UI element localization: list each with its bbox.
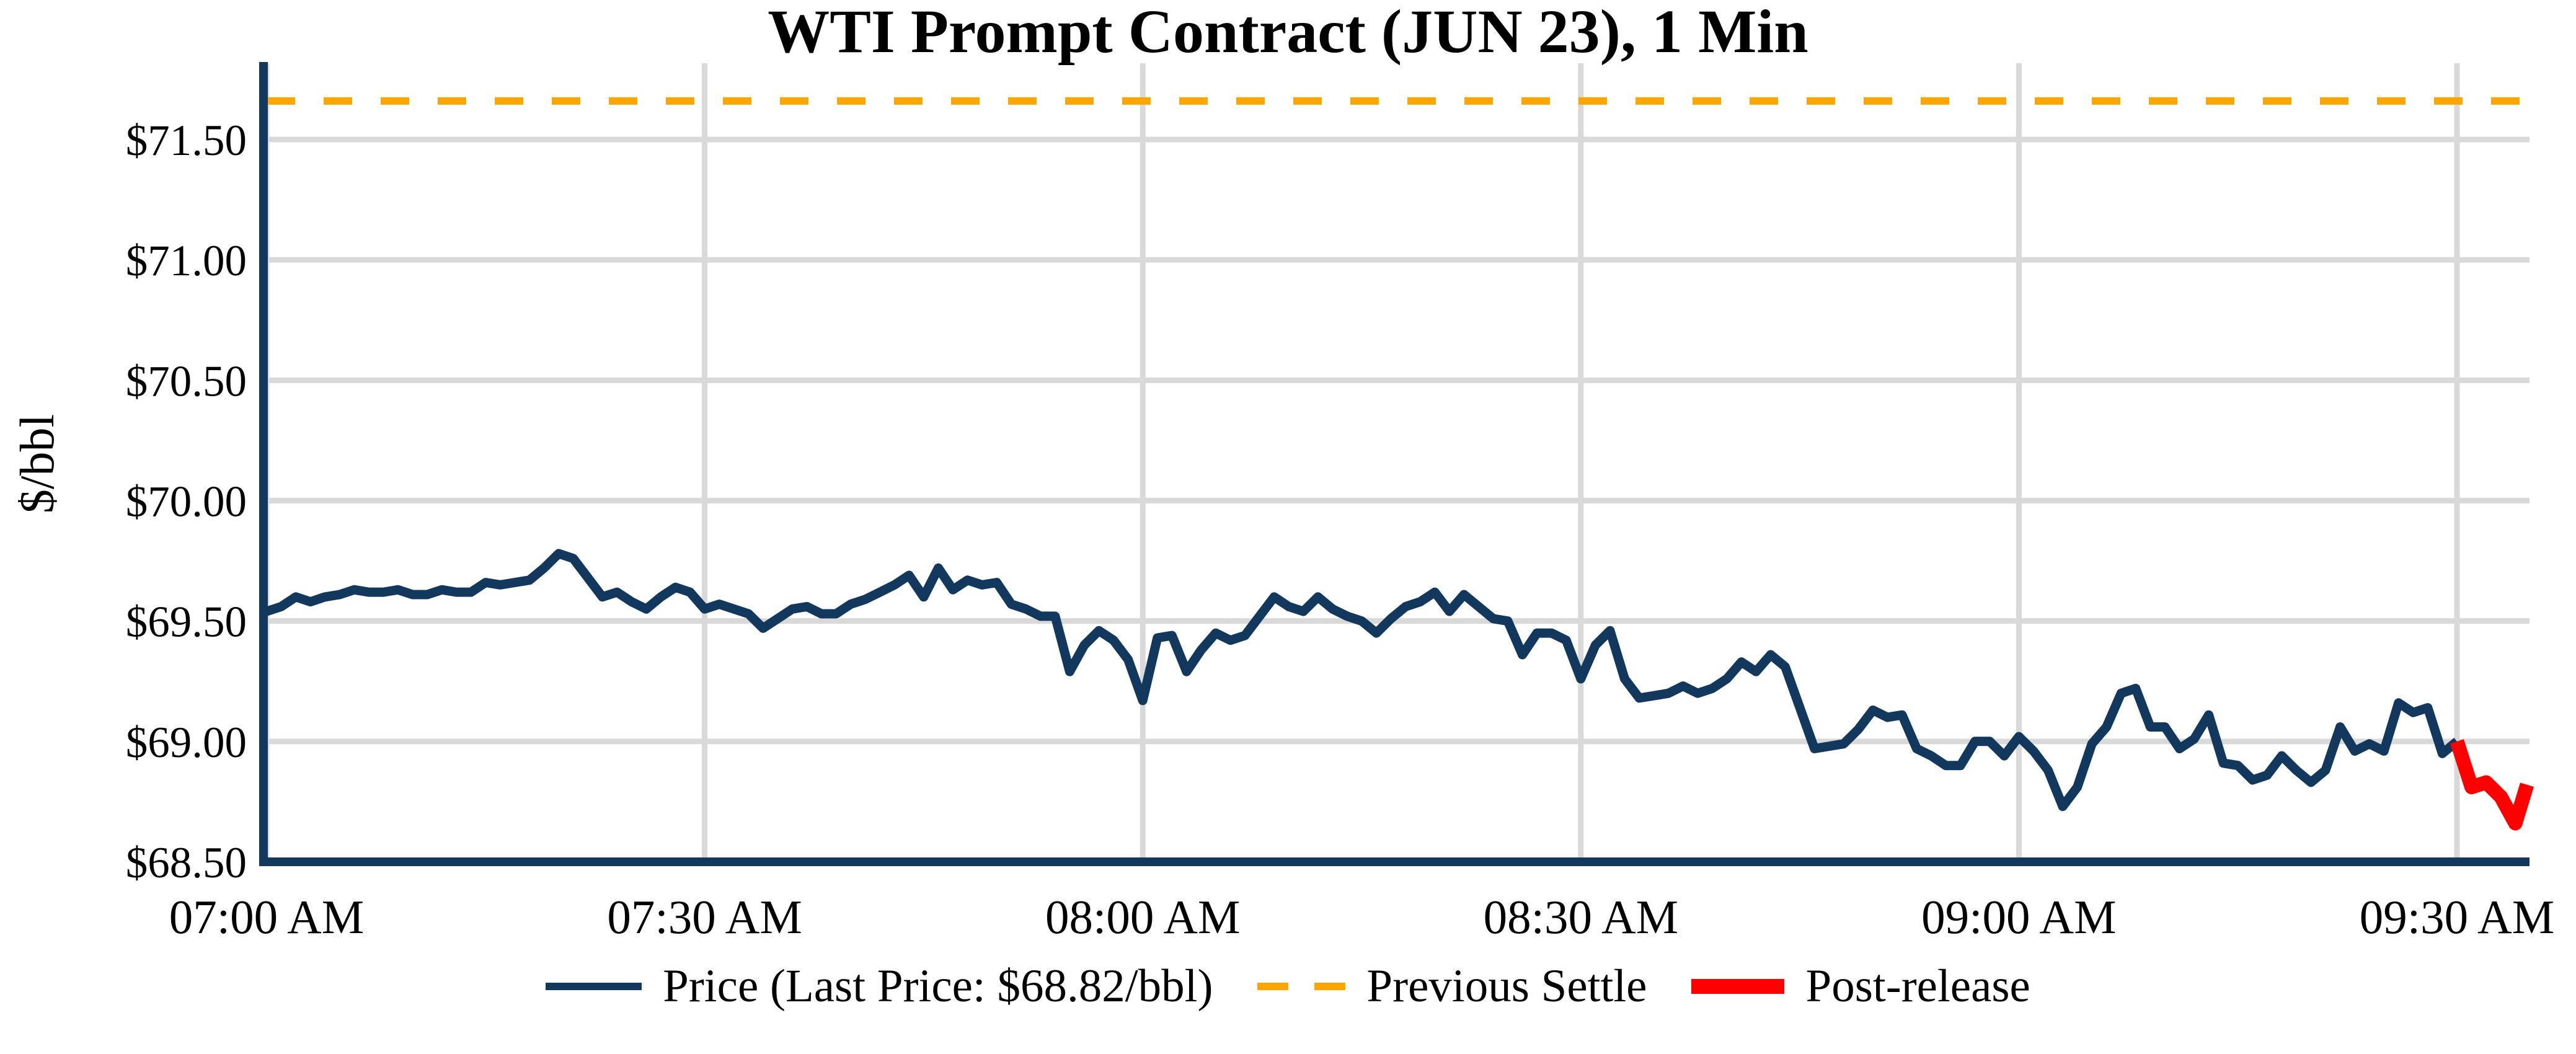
x-tick-label: 08:00 AM xyxy=(1045,890,1240,944)
x-tick-label: 07:30 AM xyxy=(607,890,802,944)
legend: Price (Last Price: $68.82/bbl) Previous … xyxy=(0,960,2576,1013)
post-release-swatch xyxy=(1691,979,1785,994)
price-line-group xyxy=(265,549,2460,812)
x-tick-label: 09:00 AM xyxy=(1921,890,2116,944)
price-line-swatch xyxy=(546,983,642,990)
legend-item-post-release: Post-release xyxy=(1691,960,2030,1013)
chart-title: WTI Prompt Contract (JUN 23), 1 Min xyxy=(768,0,1808,66)
y-tick-label: $70.50 xyxy=(126,357,247,405)
x-tick-label: 09:30 AM xyxy=(2360,890,2554,944)
y-tick-label: $69.00 xyxy=(126,719,247,767)
y-tick-label: $71.00 xyxy=(126,237,247,285)
legend-previous-settle-label: Previous Settle xyxy=(1366,960,1647,1012)
x-tick-label: 07:00 AM xyxy=(169,890,364,944)
price-line xyxy=(265,549,2460,812)
post-release-line-group xyxy=(2450,739,2534,831)
previous-settle-swatch xyxy=(1257,983,1346,990)
y-tick-label: $69.50 xyxy=(126,598,247,647)
legend-item-price: Price (Last Price: $68.82/bbl) xyxy=(546,960,1213,1013)
y-tick-label: $70.00 xyxy=(126,478,247,526)
legend-price-label: Price (Last Price: $68.82/bbl) xyxy=(663,960,1213,1012)
x-tick-labels: 07:00 AM 07:30 AM 08:00 AM 08:30 AM 09:00 AM… xyxy=(169,890,2554,944)
post-release-line xyxy=(2450,739,2534,831)
axes xyxy=(259,62,2530,866)
y-tick-label: $71.50 xyxy=(126,117,247,165)
y-tick-label: $68.50 xyxy=(126,839,247,887)
x-tick-label: 08:30 AM xyxy=(1484,890,1678,944)
legend-post-release-label: Post-release xyxy=(1805,960,2030,1012)
legend-item-previous-settle: Previous Settle xyxy=(1257,960,1647,1013)
y-tick-labels: $68.50 $69.00 $69.50 $70.00 $70.50 $71.00 $71.… xyxy=(126,117,247,887)
